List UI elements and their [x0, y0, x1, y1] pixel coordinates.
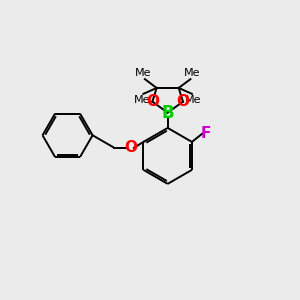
Text: Me: Me [134, 95, 150, 105]
Text: Me: Me [184, 68, 200, 78]
Text: O: O [146, 94, 159, 109]
Text: Me: Me [185, 95, 202, 105]
Text: O: O [124, 140, 137, 155]
Text: F: F [201, 126, 211, 141]
Text: Me: Me [135, 68, 152, 78]
Text: O: O [176, 94, 190, 109]
Text: B: B [161, 103, 174, 122]
